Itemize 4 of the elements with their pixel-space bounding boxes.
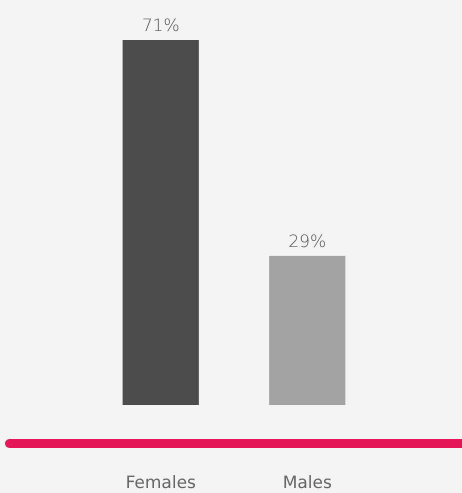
data-label: 71% [142,16,180,36]
data-label: 29% [288,232,326,252]
x-tick-label: Females [126,473,196,493]
x-tick-label: Males [282,473,332,493]
